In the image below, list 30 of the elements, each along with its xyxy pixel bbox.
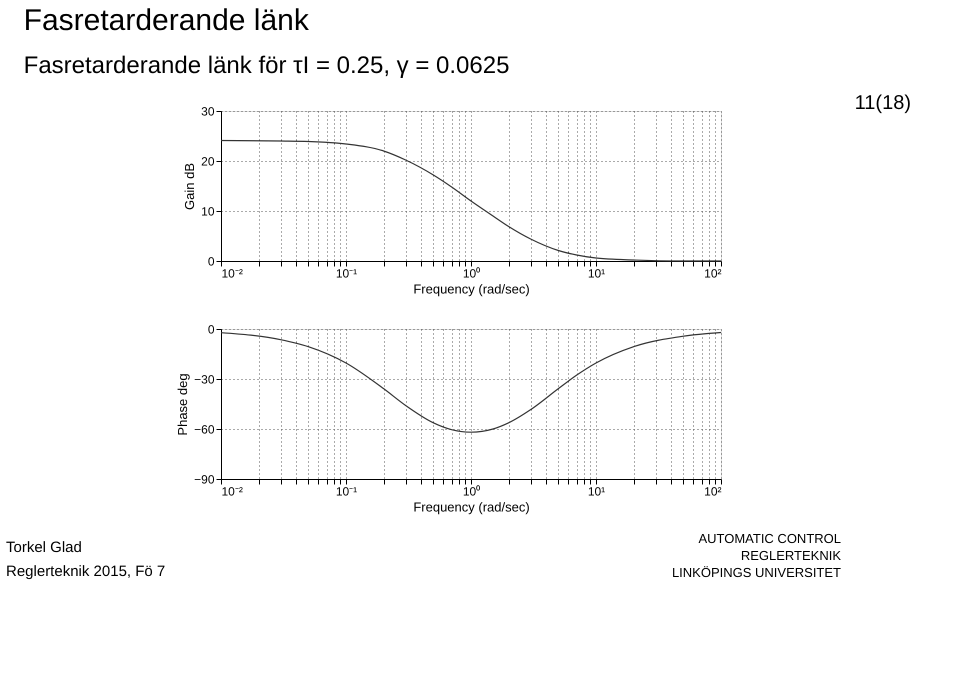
y-tick-label: 0 [208, 322, 215, 336]
x-tick-label: 10¹ [588, 484, 606, 498]
y-axis-title: Phase deg [175, 373, 190, 436]
x-tick-label: 10² [704, 484, 722, 498]
x-tick-label: 10⁰ [462, 266, 480, 280]
text: Reglerteknik 2015, Fö 7 [6, 563, 166, 580]
y-axis-title: Gain dB [182, 163, 198, 210]
text: LINKÖPINGS UNIVERSITET [672, 565, 842, 580]
x-axis-title: Frequency (rad/sec) [413, 282, 530, 296]
x-tick-label: 10⁻² [222, 484, 243, 498]
text: 11(18) [854, 92, 911, 114]
x-tick-label: 10⁰ [462, 484, 480, 498]
text: REGLERTEKNIK [740, 548, 842, 563]
y-tick-label: −30 [194, 372, 215, 386]
y-tick-label: −90 [194, 472, 215, 486]
x-tick-label: 10⁻¹ [336, 484, 358, 498]
y-tick-label: 0 [208, 254, 215, 268]
chart-title: Fasretarderande länk [24, 4, 310, 37]
text: AUTOMATIC CONTROL [698, 531, 841, 546]
text: Torkel Glad [6, 539, 82, 556]
x-tick-label: 10⁻² [222, 266, 243, 280]
x-axis-title: Frequency (rad/sec) [413, 500, 530, 514]
y-tick-label: 20 [201, 154, 215, 168]
x-tick-label: 10² [704, 266, 722, 280]
y-tick-label: 10 [201, 204, 215, 218]
chart-subtitle: Fasretarderande länk för τI = 0.25, γ = 0.0625 [24, 52, 510, 79]
x-tick-label: 10⁻¹ [336, 266, 358, 280]
y-tick-label: 30 [201, 104, 215, 118]
y-tick-label: −60 [194, 422, 215, 436]
x-tick-label: 10¹ [588, 266, 606, 280]
